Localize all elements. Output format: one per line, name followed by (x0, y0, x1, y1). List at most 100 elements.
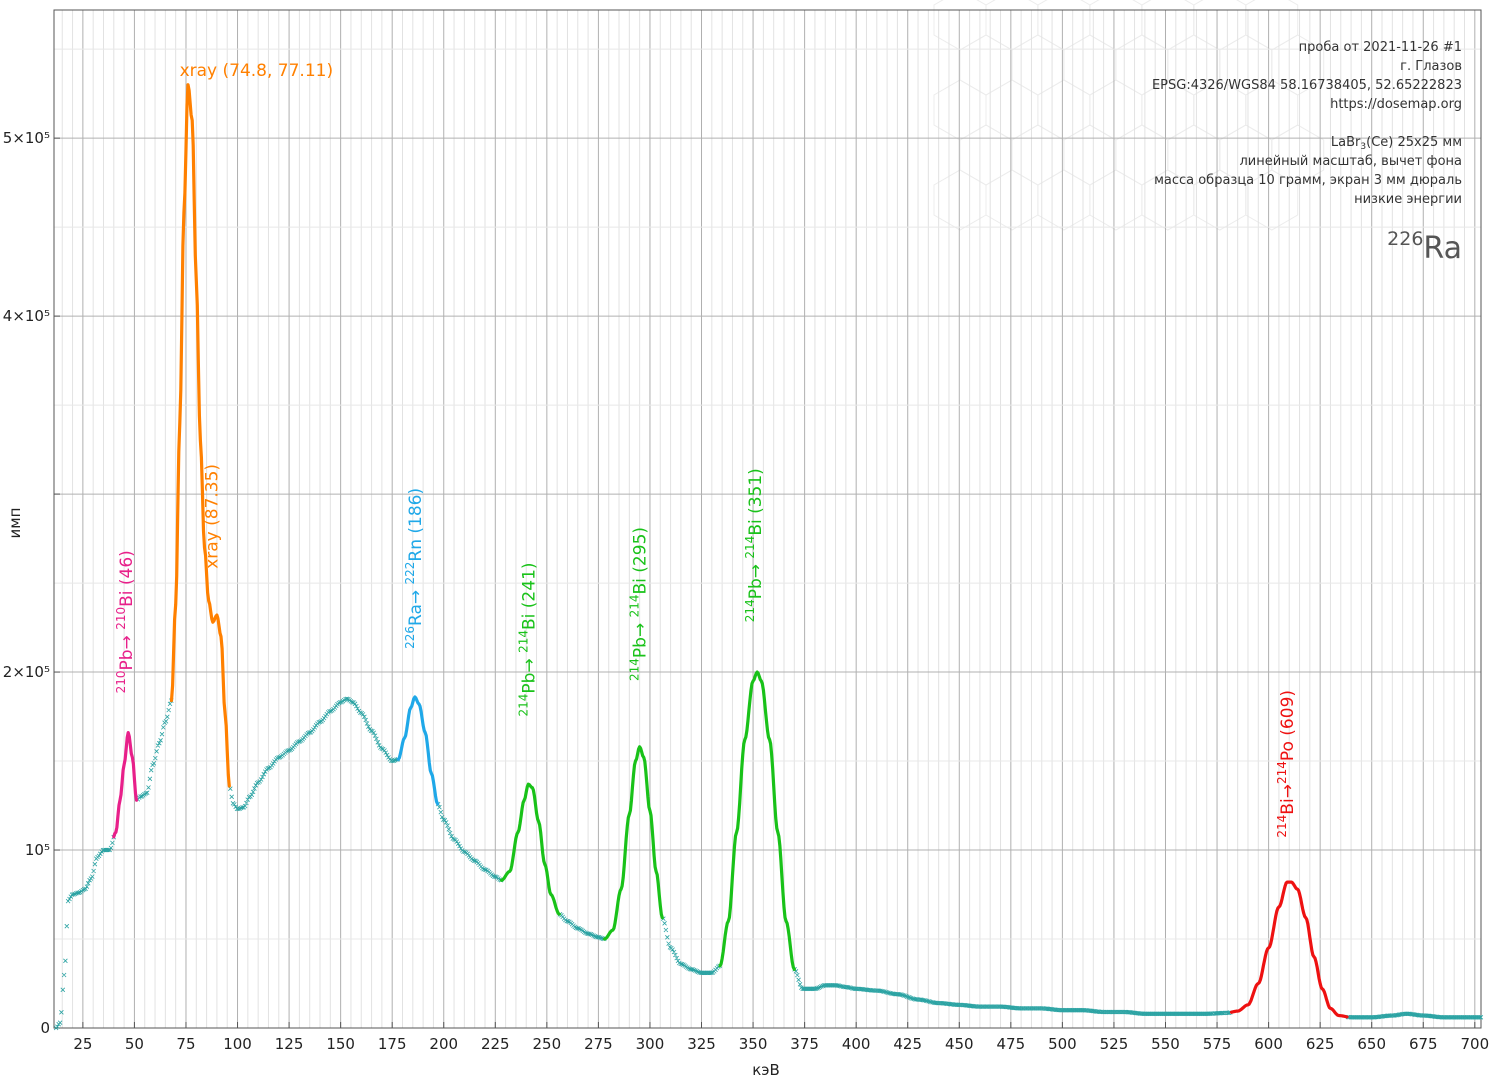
y-tick-label: 0 (40, 1019, 50, 1037)
x-tick-label: 150 (326, 1035, 355, 1053)
annotation-ra226: 226Ra→ 222Rn (186) (403, 488, 426, 649)
annotation-pb214-295-sup: 214 (628, 594, 642, 617)
info-city: г. Глазов (1400, 59, 1462, 74)
annotation-pb214-351-sup: 214 (743, 599, 757, 622)
peak-curve (1229, 880, 1349, 1019)
annotation-pb214-295-sup: 214 (628, 658, 642, 681)
x-tick-label: 700 (1460, 1035, 1489, 1053)
info-detector-sub: 3 (1360, 142, 1366, 152)
annotation-ra226-sup: 222 (403, 562, 417, 585)
x-tick-label: 125 (275, 1035, 304, 1053)
info-detector-prefix: LaBr (1331, 135, 1361, 150)
x-tick-label: 200 (429, 1035, 458, 1053)
peak-curve (499, 782, 561, 916)
info-detector-suffix: (Ce) 25x25 мм (1366, 135, 1462, 150)
annotation-pb214-351: 214Pb→ 214Bi (351) (743, 468, 766, 622)
annotation-pb210-sup: 210 (114, 670, 128, 693)
annotation-pb214-241-sup: 214 (516, 694, 530, 717)
x-tick-label: 25 (73, 1035, 92, 1053)
peak-curve (603, 745, 664, 941)
peak-curve (169, 83, 231, 788)
y-axis-label: имп (6, 508, 24, 539)
annotation-bi214-text: Po (609) (1278, 690, 1298, 761)
annotation-xray-87: xray (87.35) (202, 464, 222, 569)
info-sample: проба от 2021-11-26 #1 (1299, 40, 1462, 55)
annotation-pb214-351-sup: 214 (743, 536, 757, 559)
annotation-ra226-text: Ra→ (406, 584, 426, 626)
annotation-pb214-295-text: Pb→ (631, 617, 651, 658)
info-site: https://dosemap.org (1330, 97, 1462, 112)
annotation-pb210: 210Pb→ 210Bi (46) (114, 550, 137, 693)
info-detector: LaBr3(Ce) 25x25 мм (1331, 135, 1462, 152)
annotation-pb214-351-text: Bi (351) (746, 468, 766, 536)
chart-grid (54, 10, 1481, 1028)
x-axis-label: кэВ (752, 1061, 780, 1079)
hexagon-watermark (933, 0, 1325, 231)
hexagon-cell (1245, 169, 1299, 231)
x-tick-label: 675 (1409, 1035, 1438, 1053)
annotation-pb214-295-text: Bi (295) (631, 527, 651, 595)
axis-ticks: 25 50 75 100 125 150 175 200 225 250 275 300 325 350 3… (3, 129, 1489, 1053)
isotope-symbol: Ra (1423, 231, 1462, 266)
annotation-pb214-351-text: Pb→ (746, 559, 766, 600)
info-scale: линейный масштаб, вычет фона (1239, 154, 1462, 169)
x-tick-label: 250 (533, 1035, 562, 1053)
info-coords: EPSG:4326/WGS84 58.16738405, 52.65222823 (1152, 78, 1462, 93)
annotation-bi214-text: Bi→ (1278, 784, 1298, 815)
peak-curve (396, 695, 440, 806)
y-tick-label: 5×10⁵ (3, 129, 50, 147)
x-tick-label: 300 (636, 1035, 665, 1053)
background-markers (53, 696, 1484, 1031)
x-tick-label: 400 (842, 1035, 871, 1053)
x-tick-label: 225 (481, 1035, 510, 1053)
spectrum-series (53, 83, 1484, 1031)
sample-info: проба от 2021-11-26 #1 г. Глазов EPSG:43… (1152, 40, 1462, 266)
x-tick-label: 650 (1357, 1035, 1386, 1053)
x-tick-label: 350 (739, 1035, 768, 1053)
info-range: низкие энергии (1354, 192, 1462, 207)
annotation-pb210-sup: 210 (114, 607, 128, 630)
y-tick-label: 10⁵ (25, 841, 50, 859)
plot-frame (53, 9, 1482, 1029)
annotation-xray-75-text: xray (74.8, 77.11) (180, 61, 334, 81)
x-tick-label: 50 (125, 1035, 144, 1053)
x-tick-label: 500 (1048, 1035, 1077, 1053)
annotation-xray-75: xray (74.8, 77.11) (180, 61, 334, 81)
annotation-ra226-sup: 226 (403, 626, 417, 649)
annotation-bi214-sup: 214 (1275, 761, 1289, 784)
x-tick-label: 175 (378, 1035, 407, 1053)
x-tick-label: 625 (1306, 1035, 1335, 1053)
annotation-pb214-295: 214Pb→ 214Bi (295) (628, 527, 651, 681)
annotation-pb210-text: Pb→ (117, 630, 137, 671)
annotation-bi214: 214Bi→214Po (609) (1275, 690, 1298, 838)
x-tick-label: 475 (997, 1035, 1026, 1053)
isotope-mass: 226 (1387, 228, 1423, 250)
peak-annotations: xray (74.8, 77.11)xray (87.35)210Pb→ 210… (114, 61, 1298, 838)
annotation-pb214-241-text: Bi (241) (519, 562, 539, 630)
peak-curve (112, 731, 139, 839)
annotation-bi214-sup: 214 (1275, 815, 1289, 838)
x-tick-label: 550 (1151, 1035, 1180, 1053)
isotope-title: 226Ra (1387, 228, 1462, 266)
x-tick-label: 600 (1254, 1035, 1283, 1053)
peak-curve (718, 670, 796, 971)
info-mass: масса образца 10 грамм, экран 3 мм дюрал… (1154, 173, 1462, 188)
y-tick-label: 4×10⁵ (3, 307, 50, 325)
x-tick-label: 75 (176, 1035, 195, 1053)
annotation-ra226-text: Rn (186) (406, 488, 426, 562)
x-tick-label: 275 (584, 1035, 613, 1053)
x-tick-label: 450 (945, 1035, 974, 1053)
annotation-pb210-text: Bi (46) (117, 550, 137, 607)
x-tick-label: 375 (790, 1035, 819, 1053)
annotation-pb214-241: 214Pb→ 214Bi (241) (516, 562, 539, 716)
x-tick-label: 425 (893, 1035, 922, 1053)
annotation-xray-87-text: xray (87.35) (202, 464, 222, 569)
x-tick-label: 325 (687, 1035, 716, 1053)
annotation-pb214-241-text: Pb→ (519, 653, 539, 694)
x-tick-label: 575 (1203, 1035, 1232, 1053)
x-tick-label: 525 (1100, 1035, 1129, 1053)
x-tick-label: 100 (223, 1035, 252, 1053)
y-tick-label: 2×10⁵ (3, 663, 50, 681)
